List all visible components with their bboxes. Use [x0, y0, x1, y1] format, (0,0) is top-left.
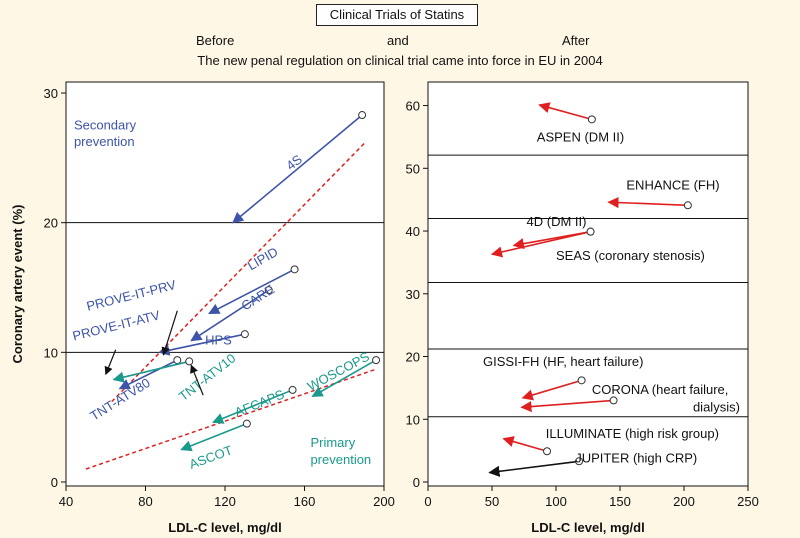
trial-arrow [158, 333, 246, 356]
left-x-axis-title: LDL-C level, mg/dl [168, 520, 281, 535]
chart-title: Clinical Trials of Statins [316, 4, 478, 26]
trial-arrow [502, 436, 548, 453]
trial-label: 4D (DM II) [527, 214, 587, 229]
trial-point [185, 357, 194, 366]
chart-subtitle: The new penal regulation on clinical tri… [197, 53, 603, 68]
trial-label: ASPEN (DM II) [537, 129, 624, 144]
right-xtick-label: 0 [424, 494, 431, 509]
trial-point [372, 356, 381, 365]
right-ytick-label: 20 [406, 350, 420, 365]
prevention-label: prevention [74, 134, 135, 149]
header-after: After [562, 33, 590, 48]
right-ytick-label: 60 [406, 99, 420, 114]
callout-arrow [104, 349, 117, 376]
trial-arrow [212, 389, 293, 424]
left-xtick-label: 80 [138, 494, 152, 509]
prevention-label: Primary [310, 435, 355, 450]
trial-point [587, 115, 596, 124]
trial-label: JUPITER (high CRP) [575, 451, 697, 466]
left-ytick-label: 0 [51, 475, 58, 490]
trial-label: dialysis) [693, 400, 740, 415]
left-xtick-label: 200 [373, 494, 395, 509]
trial-arrow [208, 268, 295, 315]
right-x-axis-title: LDL-C level, mg/dl [531, 520, 644, 535]
trial-label: HPS [205, 333, 232, 348]
trial-label: ENHANCE (FH) [626, 178, 719, 193]
trial-arrow [607, 196, 688, 209]
trial-label: GISSI-FH (HF, heart failure) [483, 354, 643, 369]
trial-point [290, 265, 299, 274]
trial-arrow [311, 359, 377, 398]
right-ytick-label: 40 [406, 224, 420, 239]
header-before: Before [196, 33, 235, 48]
trial-arrow [112, 360, 190, 383]
left-xtick-label: 120 [214, 494, 236, 509]
trial-arrow [488, 460, 580, 477]
trial-point [575, 457, 584, 466]
prevention-label: prevention [310, 452, 371, 467]
trial-arrow [520, 399, 614, 413]
trial-label: CORONA (heart failure, [592, 382, 729, 397]
callout-arrow [161, 310, 178, 356]
trial-point [264, 286, 273, 295]
right-ytick-label: 0 [413, 475, 420, 490]
trial-label: SEAS (coronary stenosis) [556, 248, 705, 263]
left-y-axis-title: Coronary artery event (%) [10, 205, 25, 364]
trial-point [240, 330, 249, 339]
left-xtick-label: 40 [59, 494, 73, 509]
right-ytick-label: 10 [406, 412, 420, 427]
left-xtick-label: 160 [294, 494, 316, 509]
left-ytick-label: 30 [44, 86, 58, 101]
trend-line [85, 368, 377, 470]
trial-point [586, 227, 595, 236]
trial-arrow [490, 230, 591, 258]
left-ytick-label: 20 [44, 216, 58, 231]
trial-point [577, 376, 586, 385]
trial-point [242, 419, 251, 428]
right-xtick-label: 150 [609, 494, 631, 509]
trial-point [358, 111, 367, 120]
right-xtick-label: 200 [673, 494, 695, 509]
right-ytick-label: 30 [406, 287, 420, 302]
right-xtick-label: 100 [545, 494, 567, 509]
left-ytick-label: 10 [44, 345, 58, 360]
trial-point [543, 447, 552, 456]
trial-arrow [232, 114, 363, 224]
trial-point [173, 356, 182, 365]
pointer-arrow [190, 364, 204, 396]
trial-arrow [180, 422, 248, 452]
trial-arrow [118, 359, 178, 390]
right-xtick-label: 50 [485, 494, 499, 509]
header-and: and [387, 33, 409, 48]
prevention-label: Secondary [74, 117, 137, 132]
left-plot-frame [65, 81, 385, 487]
trial-point [288, 385, 297, 394]
trial-arrow [521, 379, 582, 401]
trial-point [609, 396, 618, 405]
right-plot-frame [427, 81, 749, 487]
trial-arrow [538, 102, 593, 121]
right-xtick-label: 250 [737, 494, 759, 509]
trial-arrow [190, 289, 270, 342]
right-ytick-label: 50 [406, 161, 420, 176]
trial-label: ILLUMINATE (high risk group) [546, 426, 719, 441]
trial-point [683, 201, 692, 210]
